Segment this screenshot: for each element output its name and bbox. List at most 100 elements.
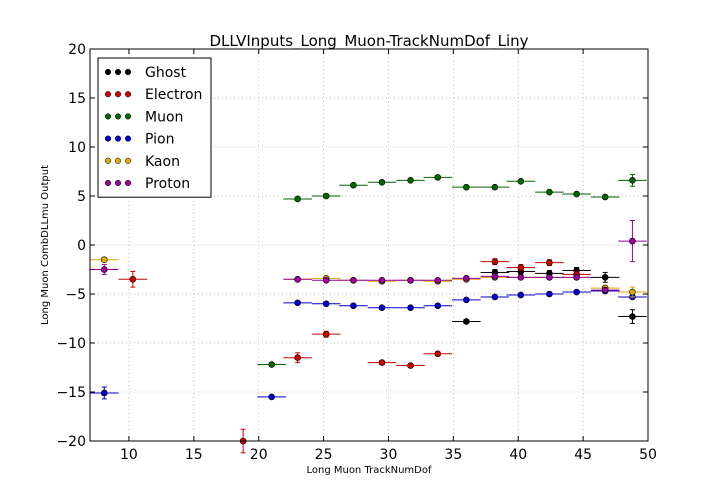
y-tick-label: 0 (77, 238, 86, 254)
legend-marker-muon (114, 113, 122, 120)
data-point-ghost (629, 313, 636, 320)
y-tick-label: 5 (77, 189, 86, 205)
data-point-pion (407, 304, 414, 312)
data-point-muon (491, 183, 499, 191)
x-tick-label: 30 (380, 447, 398, 463)
y-tick-label: 10 (68, 140, 86, 156)
legend-marker-electron (114, 91, 122, 98)
legend-marker-kaon (124, 157, 132, 164)
data-point-pion (491, 293, 499, 301)
data-point-ghost (601, 274, 609, 281)
data-point-proton (407, 276, 414, 284)
y-axis-label: Long Muon CombDLLmu Output (40, 165, 51, 325)
data-point-proton (573, 274, 580, 281)
x-tick-label: 20 (250, 447, 268, 463)
data-point-muon (350, 181, 357, 189)
legend-marker-pion (124, 135, 132, 142)
data-point-muon (378, 178, 386, 186)
x-tick-label: 10 (120, 447, 138, 463)
data-point-electron (517, 264, 525, 271)
data-point-proton (378, 276, 386, 284)
data-point-electron (491, 258, 499, 265)
data-point-pion (517, 291, 525, 299)
legend-marker-muon (124, 113, 132, 120)
data-point-pion (100, 389, 108, 397)
data-point-pion (434, 302, 442, 310)
y-tick-label: −5 (65, 287, 86, 303)
legend-marker-pion (104, 135, 112, 142)
legend-box (97, 57, 212, 198)
data-point-muon (268, 361, 275, 368)
data-point-pion (546, 290, 553, 298)
y-tick-label: −15 (56, 385, 86, 401)
data-point-pion (573, 288, 580, 296)
legend-marker-muon (104, 113, 112, 120)
legend-label-proton: Proton (145, 176, 190, 192)
legend-marker-electron (124, 91, 132, 98)
x-tick-label: 35 (444, 447, 462, 463)
plot-frame (89, 48, 649, 442)
data-point-electron (407, 362, 414, 369)
data-point-muon (322, 192, 330, 200)
y-tick-label: −10 (56, 336, 86, 352)
data-point-muon (294, 195, 301, 203)
axis-ticks: 10 15 20 25 30 35 40 45 50 −20 −15 −10 −5 0 5 10 15 20 (56, 42, 656, 463)
x-tick-label: 15 (185, 447, 203, 463)
data-point-proton (294, 275, 301, 283)
data-point-muon (407, 177, 414, 184)
legend-marker-proton (124, 179, 132, 187)
data-point-muon (546, 188, 553, 196)
y-tick-label: 15 (68, 91, 86, 107)
data-point-proton (322, 276, 330, 284)
legend-label-pion: Pion (145, 132, 174, 148)
data-point-proton (517, 274, 525, 281)
data-point-muon (463, 183, 470, 191)
data-point-pion (463, 296, 470, 304)
legend-label-electron: Electron (145, 87, 202, 103)
data-point-electron (294, 354, 301, 362)
x-tick-label: 25 (315, 447, 333, 463)
data-point-kaon (629, 288, 636, 296)
x-axis-label: Long Muon TrackNumDof (306, 465, 432, 476)
legend-marker-ghost (114, 68, 122, 76)
data-point-muon (573, 190, 580, 198)
data-point-proton (434, 276, 442, 284)
legend-label-muon: Muon (145, 109, 183, 125)
legend-marker-ghost (104, 68, 112, 76)
data-point-pion (322, 300, 330, 308)
data-point-muon (434, 174, 442, 181)
legend: Ghost Electron Muon Pion Kaon Proton (97, 57, 212, 198)
data-point-proton (100, 266, 108, 273)
data-point-electron (434, 350, 442, 358)
legend-marker-proton (104, 179, 112, 187)
series-ghost (452, 267, 647, 325)
legend-label-kaon: Kaon (145, 154, 180, 170)
data-point-electron (129, 275, 137, 283)
x-tick-label: 45 (574, 447, 592, 463)
data-point-muon (517, 178, 525, 185)
legend-marker-pion (114, 135, 122, 142)
data-point-pion (294, 299, 301, 307)
x-tick-label: 50 (639, 447, 657, 463)
data-point-proton (491, 273, 499, 280)
chart-title: DLLVInputs_Long_Muon-TrackNumDof_Liny (209, 32, 528, 51)
series-electron (118, 258, 591, 454)
series-muon (257, 173, 647, 368)
data-point-pion (378, 304, 386, 312)
legend-marker-kaon (114, 157, 122, 164)
y-tick-label: −20 (56, 434, 86, 450)
x-tick-label: 40 (509, 447, 527, 463)
legend-marker-proton (114, 179, 122, 187)
data-point-pion (268, 393, 275, 401)
data-point-proton (629, 237, 636, 245)
data-series (90, 173, 647, 454)
data-point-proton (601, 286, 609, 294)
legend-marker-kaon (104, 157, 112, 164)
legend-label-ghost: Ghost (145, 65, 187, 81)
data-point-pion (350, 302, 357, 310)
data-point-proton (546, 274, 553, 281)
data-point-electron (378, 359, 386, 366)
legend-marker-ghost (124, 68, 132, 76)
y-tick-label: 20 (68, 42, 86, 58)
